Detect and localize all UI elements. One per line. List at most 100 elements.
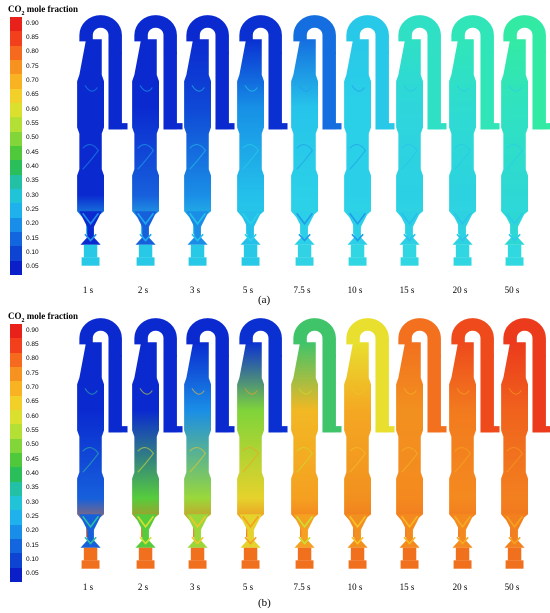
downcomer xyxy=(480,354,494,433)
panel-b: CO2 mole fraction (b) 0.90 0.85 0.80 0.75 0.… xyxy=(0,307,550,613)
colorbar-tick-label: 0.40 xyxy=(26,163,39,170)
colorbar-segment xyxy=(10,395,22,411)
time-label: 50 s xyxy=(504,582,520,592)
u-bend xyxy=(398,318,441,357)
downcomer xyxy=(532,354,546,433)
u-bend xyxy=(134,15,177,54)
simulation-frame xyxy=(131,315,187,575)
u-bend xyxy=(346,318,389,357)
downcomer xyxy=(532,51,546,130)
flow-streaks xyxy=(82,85,100,170)
distributor-cone xyxy=(134,211,157,245)
jet-streaks xyxy=(506,515,524,545)
colorbar-tick-label: 0.20 xyxy=(26,527,39,535)
distributor-cone xyxy=(346,514,369,548)
jet-streaks xyxy=(349,212,367,242)
riser-column xyxy=(396,39,423,235)
colorbar-segment xyxy=(10,217,22,233)
colorbar-segment xyxy=(10,160,22,176)
jet-streaks xyxy=(242,212,260,242)
colorbar-tick-label: 0.75 xyxy=(26,369,39,377)
base-inlet xyxy=(297,244,312,258)
downcomer xyxy=(375,354,389,433)
panel-label: (a) xyxy=(258,294,271,306)
simulation-frame xyxy=(76,315,132,575)
base-inlet xyxy=(350,547,365,561)
flow-streaks xyxy=(506,388,524,473)
colorbar-segment xyxy=(10,496,22,511)
riser-column xyxy=(501,342,528,538)
jet-streaks xyxy=(137,212,155,242)
base-plate xyxy=(81,257,100,266)
colorbar-tick-label: 0.10 xyxy=(26,249,39,256)
panel-a: CO2 mole fraction (a) 0.90 0.85 0.80 0.75 0.… xyxy=(8,4,550,306)
jet-streaks xyxy=(296,212,314,242)
distributor-cone xyxy=(398,211,421,245)
colorbar-tick-label: 0.70 xyxy=(26,384,39,391)
time-label: 15 s xyxy=(399,285,415,295)
downcomer xyxy=(427,354,441,433)
colorbar-segment xyxy=(10,467,22,483)
downcomer xyxy=(215,51,229,130)
colorbar xyxy=(10,324,22,583)
base-inlet xyxy=(507,244,522,258)
base-plate xyxy=(136,560,155,569)
riser-column xyxy=(184,39,211,235)
colorbar-tick-label: 0.60 xyxy=(26,105,39,113)
colorbar-segment xyxy=(10,74,22,90)
flow-streaks xyxy=(454,388,472,473)
colorbar-tick-label: 0.35 xyxy=(26,177,39,185)
base-inlet xyxy=(455,244,470,258)
base-inlet xyxy=(190,244,205,258)
colorbar-segment xyxy=(10,367,22,382)
u-bend xyxy=(239,318,282,357)
colorbar-tick-label: 0.65 xyxy=(26,398,39,406)
base-plate xyxy=(505,560,524,569)
downcomer xyxy=(268,51,282,130)
colorbar-tick-label: 0.50 xyxy=(26,441,39,449)
time-label: 1 s xyxy=(82,285,94,295)
time-label: 20 s xyxy=(452,582,468,592)
flow-streaks xyxy=(506,85,524,170)
u-bend xyxy=(451,15,494,54)
colorbar-tick-label: 0.80 xyxy=(26,355,39,363)
riser-column xyxy=(77,342,104,538)
u-bend xyxy=(186,15,229,54)
outlet-leg xyxy=(215,123,235,130)
panel-label: (b) xyxy=(258,597,271,609)
riser-column xyxy=(344,342,371,538)
jet-streaks xyxy=(454,515,472,545)
colorbar-segment xyxy=(10,203,22,219)
base-inlet xyxy=(243,244,258,258)
riser-column xyxy=(132,39,159,235)
riser-column xyxy=(396,342,423,538)
jet-streaks xyxy=(82,212,100,242)
colorbar-tick-label: 0.15 xyxy=(26,541,39,549)
jet-streaks xyxy=(242,515,260,545)
simulation-frame xyxy=(236,12,292,272)
jet-streaks xyxy=(82,515,100,545)
riser-column xyxy=(501,39,528,235)
simulation-frame xyxy=(395,12,451,272)
colorbar-segment xyxy=(10,103,22,118)
colorbar-segment xyxy=(10,189,22,204)
simulation-frame xyxy=(448,315,504,575)
u-bend xyxy=(134,318,177,357)
distributor-cone xyxy=(503,211,526,245)
time-label: 10 s xyxy=(347,582,363,592)
base-inlet xyxy=(507,547,522,561)
colorbar-segment xyxy=(10,146,22,161)
jet-streaks xyxy=(401,515,419,545)
colorbar-tick-label: 0.30 xyxy=(26,498,39,506)
flow-streaks xyxy=(242,388,260,473)
simulation-frame xyxy=(183,12,239,272)
colorbar-title: CO2 mole fraction xyxy=(8,4,78,17)
jet-streaks xyxy=(137,515,155,545)
colorbar-segment xyxy=(10,424,22,440)
colorbar-tick-label: 0.55 xyxy=(26,427,39,434)
colorbar-tick-label: 0.10 xyxy=(26,556,39,563)
outlet-leg xyxy=(215,426,235,433)
distributor-cone xyxy=(186,514,209,548)
colorbar-tick-label: 0.90 xyxy=(26,326,39,334)
colorbar-tick-label: 0.05 xyxy=(26,263,39,271)
